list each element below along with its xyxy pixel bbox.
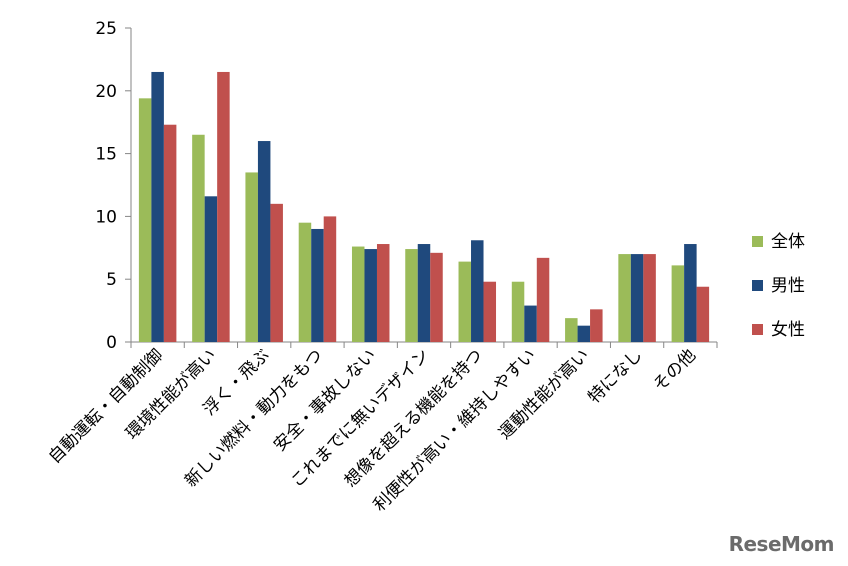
legend-swatch-男性 — [752, 280, 763, 291]
x-category-label: 特になし — [584, 345, 646, 407]
bar-男性-1 — [151, 71, 164, 343]
bar-男性-3 — [257, 141, 271, 342]
bar-女性-6 — [430, 252, 443, 342]
bar-女性-5 — [376, 244, 390, 342]
y-tick-label: 10 — [95, 207, 117, 227]
legend-label-女性: 女性 — [771, 320, 805, 340]
bar-男性-10 — [630, 254, 644, 342]
bar-女性-9 — [590, 309, 603, 342]
bar-全体-8 — [511, 281, 525, 342]
chart-bars — [138, 71, 710, 343]
legend-swatch-全体 — [752, 236, 763, 247]
bar-女性-7 — [483, 281, 497, 342]
bar-男性-4 — [311, 228, 324, 342]
bar-全体-10 — [618, 254, 631, 342]
legend-swatch-女性 — [752, 324, 763, 335]
bar-女性-4 — [323, 216, 337, 342]
bar-女性-1 — [163, 124, 177, 342]
bar-全体-1 — [138, 98, 152, 342]
bar-全体-7 — [458, 261, 472, 342]
bar-男性-11 — [684, 244, 697, 342]
y-tick-label: 15 — [95, 145, 117, 165]
y-tick-label: 0 — [106, 333, 117, 353]
x-category-label: その他 — [650, 345, 700, 395]
x-axis-labels: 自動運転・自動制御環境性能が高い浮く・飛ぶ新しい燃料・動力をもつ安全・事故しない… — [45, 345, 700, 516]
bar-男性-2 — [204, 196, 218, 342]
bar-全体-3 — [245, 172, 258, 342]
bar-全体-11 — [671, 265, 685, 342]
y-tick-label: 5 — [106, 270, 117, 290]
legend-label-男性: 男性 — [771, 276, 805, 296]
bar-全体-6 — [405, 249, 418, 342]
bar-女性-3 — [270, 203, 283, 342]
bar-女性-11 — [696, 286, 710, 342]
bar-男性-5 — [364, 249, 377, 342]
bar-女性-10 — [643, 254, 656, 342]
y-tick-label: 25 — [95, 19, 117, 39]
bar-女性-2 — [217, 71, 230, 343]
bar-全体-5 — [351, 246, 365, 342]
bar-全体-9 — [565, 318, 578, 342]
resemom-logo: ReseMom — [728, 532, 835, 556]
bar-全体-2 — [192, 134, 205, 342]
y-tick-label: 20 — [95, 82, 117, 102]
bar-男性-8 — [524, 305, 537, 342]
y-axis-ticks: 0 5 10 15 20 25 — [95, 19, 131, 353]
legend-label-全体: 全体 — [771, 232, 805, 252]
bar-全体-4 — [298, 222, 312, 342]
bar-男性-9 — [577, 325, 591, 342]
bar-男性-6 — [417, 244, 431, 342]
bar-女性-8 — [536, 257, 550, 342]
bar-男性-7 — [471, 240, 484, 342]
